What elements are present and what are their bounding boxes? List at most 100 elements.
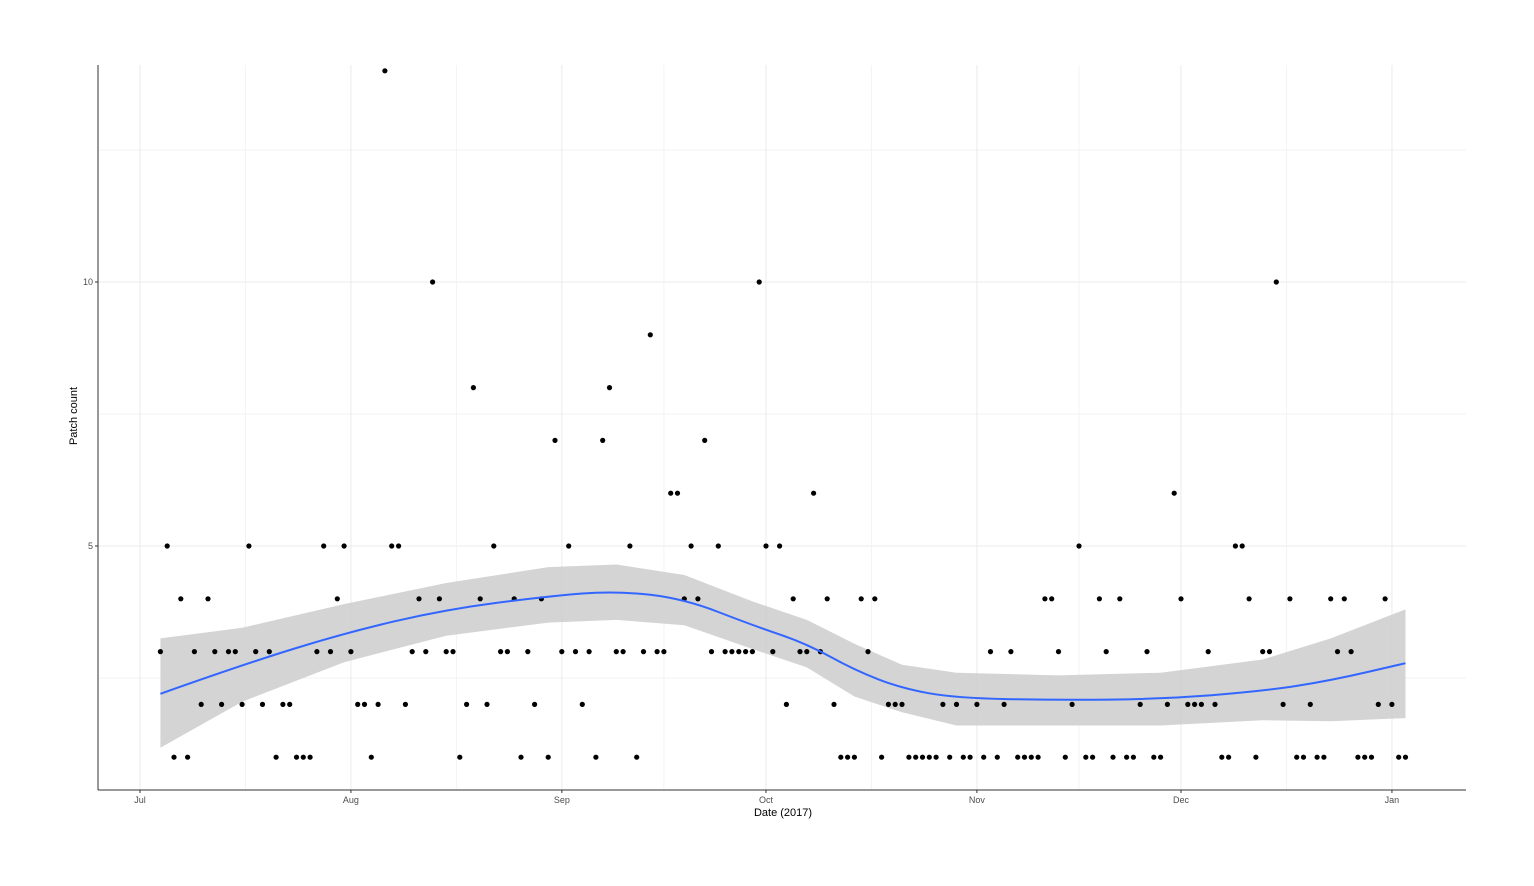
data-point	[198, 701, 204, 708]
data-point	[307, 754, 313, 760]
data-point	[1300, 754, 1307, 760]
data-point	[1117, 596, 1123, 602]
data-point	[348, 649, 354, 655]
data-point	[409, 649, 415, 655]
data-point	[885, 701, 892, 708]
data-point	[851, 754, 858, 760]
data-point	[341, 543, 347, 549]
data-point	[892, 701, 898, 708]
data-point	[1137, 701, 1143, 708]
data-point	[334, 596, 340, 602]
data-point	[1273, 279, 1279, 285]
data-point	[967, 754, 973, 760]
data-point	[1287, 596, 1293, 602]
x-tick-label: Dec	[1173, 795, 1190, 805]
data-point	[1124, 754, 1130, 760]
data-point	[1232, 543, 1238, 549]
data-point	[674, 490, 681, 496]
data-point	[579, 701, 585, 708]
data-point	[225, 649, 232, 655]
data-point	[266, 649, 272, 655]
data-point	[1001, 701, 1007, 708]
data-point	[450, 649, 456, 655]
data-point	[1042, 596, 1048, 602]
data-point	[1015, 754, 1021, 760]
data-point	[164, 543, 170, 549]
data-point	[1321, 754, 1327, 760]
data-point	[552, 437, 558, 443]
x-tick-label: Nov	[969, 795, 986, 805]
data-point	[845, 754, 851, 760]
data-point	[1158, 754, 1164, 760]
data-point	[1389, 701, 1395, 708]
data-point	[1294, 754, 1300, 760]
data-point	[1185, 701, 1191, 708]
data-point	[239, 701, 245, 708]
data-point	[178, 596, 184, 602]
data-point	[1035, 754, 1041, 760]
data-point	[994, 754, 1000, 760]
data-point	[634, 754, 640, 760]
data-point	[1239, 543, 1245, 549]
data-point	[647, 332, 653, 338]
data-point	[491, 543, 497, 549]
data-point	[743, 649, 749, 655]
data-point	[1062, 754, 1068, 760]
data-point	[389, 543, 395, 549]
data-point	[1076, 543, 1082, 549]
data-point	[1341, 596, 1347, 602]
data-points	[157, 68, 1409, 760]
data-point	[593, 754, 599, 760]
data-point	[1328, 596, 1334, 602]
data-point	[300, 754, 306, 760]
data-point	[1028, 754, 1034, 760]
x-tick-label: Jul	[134, 795, 146, 805]
data-point	[212, 649, 218, 655]
data-point	[1226, 754, 1232, 760]
data-point	[1314, 754, 1320, 760]
data-point	[293, 754, 300, 760]
data-point	[1355, 754, 1361, 760]
data-point	[858, 596, 864, 602]
data-point	[899, 701, 905, 708]
data-point	[559, 649, 565, 655]
data-point	[702, 437, 708, 443]
data-point	[919, 754, 926, 760]
data-point	[436, 596, 442, 602]
data-point	[1083, 754, 1089, 760]
data-point	[1368, 754, 1375, 760]
data-point	[1144, 649, 1150, 655]
data-point	[708, 649, 715, 655]
data-point	[1348, 649, 1354, 655]
data-point	[722, 649, 728, 655]
x-tick-label: Jan	[1385, 795, 1400, 805]
data-point	[498, 649, 504, 655]
data-point	[1382, 596, 1388, 602]
data-point	[416, 596, 422, 602]
data-point	[879, 754, 885, 760]
data-point	[1069, 701, 1075, 708]
data-point	[185, 754, 191, 760]
x-axis-title: Date (2017)	[754, 807, 812, 819]
data-point	[157, 649, 163, 655]
data-point	[926, 754, 932, 760]
data-point	[484, 701, 490, 708]
data-point	[477, 596, 483, 602]
data-point	[872, 596, 878, 602]
data-point	[770, 649, 776, 655]
data-point	[191, 649, 197, 655]
data-point	[1110, 754, 1116, 760]
data-point	[375, 701, 381, 708]
x-axis-ticks: Jul Aug Sep Oct Nov Dec Jan	[134, 790, 1399, 805]
data-point	[831, 701, 837, 708]
data-point	[1192, 701, 1198, 708]
data-point	[1049, 596, 1055, 602]
data-point	[566, 543, 572, 549]
y-tick-label: 5	[88, 541, 93, 551]
data-point	[1090, 754, 1096, 760]
data-point	[1362, 754, 1368, 760]
data-point	[1266, 649, 1273, 655]
data-point	[253, 649, 259, 655]
data-point	[790, 596, 796, 602]
